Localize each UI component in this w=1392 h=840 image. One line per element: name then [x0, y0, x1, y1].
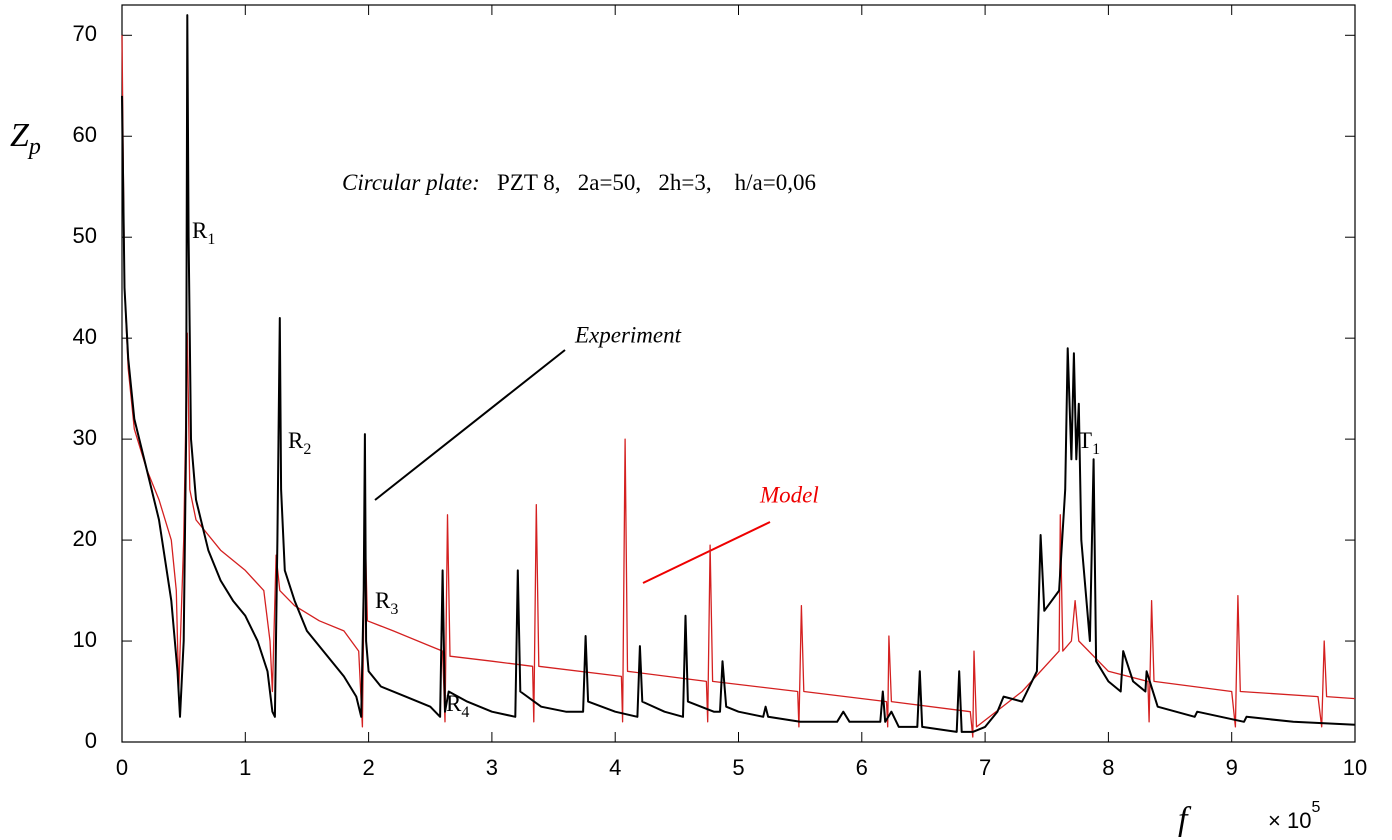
- peak-label-main: R: [375, 588, 391, 613]
- y-tick-label: 70: [73, 21, 97, 46]
- x-multiplier: × 105: [1268, 799, 1320, 833]
- y-label-main: Z: [10, 117, 30, 154]
- peak-label: R2: [288, 428, 311, 457]
- peak-label-sub: 4: [461, 704, 469, 721]
- peak-label-main: T: [1078, 428, 1092, 453]
- note: Circular plate: PZT 8, 2a=50, 2h=3, h/a=…: [342, 170, 816, 195]
- y-tick-label: 20: [73, 526, 97, 551]
- series-label: Experiment: [574, 322, 682, 347]
- multiplier-exp: 5: [1311, 799, 1320, 816]
- x-tick-label: 3: [486, 755, 498, 780]
- note-gap: [480, 170, 497, 195]
- peak-label-sub: 3: [390, 601, 398, 618]
- series-line: [121, 14, 1356, 733]
- peak-label: T1: [1078, 428, 1100, 457]
- note-italic: Circular plate:: [342, 170, 480, 195]
- x-tick-label: 8: [1102, 755, 1114, 780]
- x-tick-label: 10: [1343, 755, 1367, 780]
- y-tick-label: 10: [73, 627, 97, 652]
- y-tick-label: 30: [73, 425, 97, 450]
- x-tick-label: 2: [362, 755, 374, 780]
- y-tick-label: 50: [73, 223, 97, 248]
- x-tick-label: 5: [732, 755, 744, 780]
- x-tick-label: 1: [239, 755, 251, 780]
- experiment-leader: [374, 349, 566, 501]
- y-tick-label: 40: [73, 324, 97, 349]
- peak-label-sub: 1: [207, 231, 215, 248]
- peak-label: R1: [192, 218, 215, 247]
- x-tick-label: 0: [116, 755, 128, 780]
- peak-label: R4: [446, 691, 469, 720]
- peak-label-sub: 1: [1092, 441, 1100, 458]
- y-tick-label: 60: [73, 122, 97, 147]
- y-label-sub: p: [27, 134, 41, 160]
- series-line: [121, 35, 1356, 738]
- peak-label-main: R: [446, 691, 462, 716]
- peak-label: R3: [375, 588, 398, 617]
- peak-label-main: R: [288, 428, 304, 453]
- x-tick-label: 7: [979, 755, 991, 780]
- series-label: Model: [759, 482, 819, 507]
- model-leader: [642, 521, 771, 584]
- x-tick-label: 4: [609, 755, 621, 780]
- peak-label-main: R: [192, 218, 208, 243]
- multiplier-base: × 10: [1268, 808, 1311, 833]
- x-tick-label: 9: [1226, 755, 1238, 780]
- y-tick-label: 0: [85, 728, 97, 753]
- x-axis-label: f: [1178, 801, 1192, 838]
- note-text: PZT 8, 2a=50, 2h=3, h/a=0,06: [497, 170, 816, 195]
- y-axis-label: Zp: [10, 117, 41, 160]
- x-tick-label: 6: [856, 755, 868, 780]
- peak-label-sub: 2: [303, 441, 311, 458]
